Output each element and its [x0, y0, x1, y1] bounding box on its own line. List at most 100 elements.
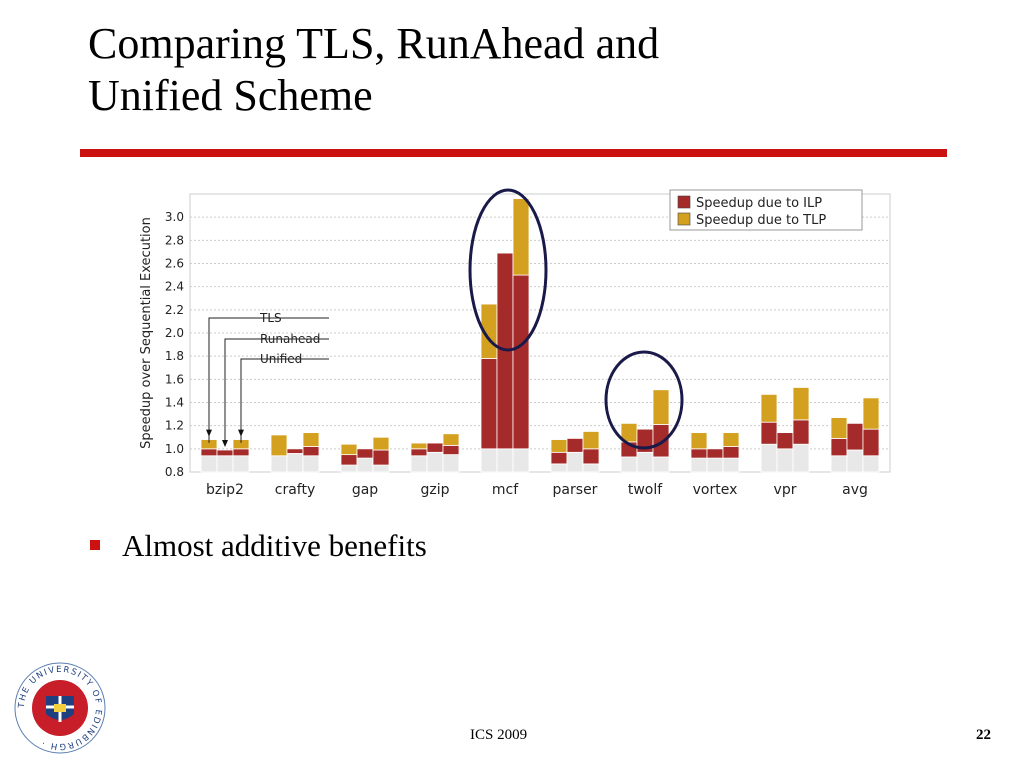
- bar-ilp: [216, 449, 234, 457]
- bar-tlp: [442, 433, 460, 446]
- y-tick-label: 1.0: [165, 442, 184, 456]
- footer-conference: ICS 2009: [470, 727, 528, 743]
- bar-ilp: [776, 432, 794, 450]
- x-tick-label: twolf: [628, 482, 663, 498]
- x-tick-label: gap: [352, 482, 378, 498]
- bar-ilp: [652, 424, 670, 458]
- bar-tlp: [582, 431, 600, 450]
- bar-base: [426, 451, 444, 473]
- x-tick-label: gzip: [420, 482, 449, 498]
- bar-label: Runahead: [260, 332, 320, 346]
- label-arrowhead: [206, 429, 212, 437]
- y-tick-label: 1.4: [165, 396, 184, 410]
- highlight-ellipse-twolf: [604, 350, 684, 450]
- bar-ilp: [340, 454, 358, 466]
- legend-swatch: [677, 195, 691, 209]
- bar-base: [232, 455, 250, 473]
- legend-swatch: [677, 212, 691, 226]
- bar-base: [216, 455, 234, 473]
- bar-ilp: [286, 448, 304, 454]
- highlight-ellipse-mcf: [468, 188, 548, 352]
- bar-base: [690, 457, 708, 473]
- bar-ilp: [792, 419, 810, 445]
- bar-ilp: [512, 274, 530, 450]
- bar-tlp: [652, 389, 670, 425]
- bar-tlp: [722, 432, 740, 447]
- bar-base: [286, 453, 304, 473]
- bar-label: Unified: [260, 352, 302, 366]
- bar-ilp: [722, 446, 740, 459]
- label-leader-line: [240, 358, 329, 443]
- title-line-1: Comparing TLS, RunAhead and: [88, 19, 660, 68]
- bar-base: [706, 457, 724, 473]
- bar-tlp: [270, 434, 288, 457]
- bullet-text: Almost additive benefits: [122, 528, 427, 563]
- y-tick-label: 2.0: [165, 326, 184, 340]
- bar-base: [480, 448, 498, 473]
- y-tick-label: 2.4: [165, 280, 184, 294]
- y-tick-label: 2.2: [165, 303, 184, 317]
- x-tick-label: vortex: [693, 482, 738, 498]
- y-tick-label: 2.8: [165, 233, 184, 247]
- university-logo: THE UNIVERSITY OF EDINBURGH ·: [12, 660, 108, 756]
- bar-tlp: [550, 439, 568, 453]
- bar-base: [302, 455, 320, 473]
- bar-tlp: [760, 393, 778, 423]
- y-tick-label: 1.8: [165, 349, 184, 363]
- bar-base: [846, 449, 864, 473]
- label-leader-line: [208, 317, 329, 443]
- y-tick-label: 1.6: [165, 372, 184, 386]
- bar-base: [496, 448, 514, 473]
- bar-base: [410, 455, 428, 473]
- bar-ilp: [550, 451, 568, 465]
- legend-label: Speedup due to TLP: [696, 213, 826, 228]
- bar-tlp: [862, 397, 880, 430]
- bar-base: [620, 456, 638, 473]
- bar-ilp: [862, 428, 880, 457]
- bar-ilp: [706, 448, 724, 459]
- x-tick-label: mcf: [492, 482, 519, 498]
- bar-base: [200, 455, 218, 473]
- bar-ilp: [566, 438, 584, 453]
- bar-tlp: [340, 443, 358, 456]
- x-tick-label: parser: [553, 482, 598, 498]
- bar-base: [652, 456, 670, 473]
- bar-base: [792, 443, 810, 473]
- y-tick-label: 3.0: [165, 210, 184, 224]
- bar-label: TLS: [259, 311, 282, 325]
- bar-ilp: [760, 421, 778, 445]
- label-leader-line: [224, 338, 329, 443]
- bar-ilp: [690, 448, 708, 459]
- x-tick-label: bzip2: [206, 482, 244, 498]
- speedup-chart: 0.8 1.0 1.2 1.4 1.6 1.8 2.0 2.2 2.4 2.6 2.8 3.0 Spee…: [130, 182, 910, 502]
- legend-label: Speedup due to ILP: [696, 196, 822, 211]
- bar-tlp: [690, 432, 708, 450]
- edinburgh-crest-icon: THE UNIVERSITY OF EDINBURGH ·: [14, 662, 106, 754]
- y-tick-label: 0.8: [165, 465, 184, 479]
- bar-base: [760, 443, 778, 473]
- title-line-2: Unified Scheme: [88, 71, 373, 120]
- bar-ilp: [410, 448, 428, 457]
- page-number: 22: [976, 727, 991, 743]
- bar-ilp: [302, 446, 320, 457]
- bar-tlp: [830, 417, 848, 439]
- bar-base: [776, 448, 794, 473]
- x-tick-label: vpr: [774, 482, 797, 498]
- bar-tlp: [302, 432, 320, 447]
- bar-base: [722, 457, 740, 473]
- bar-ilp: [426, 442, 444, 453]
- bar-tlp: [410, 442, 428, 450]
- bar-base: [862, 455, 880, 473]
- y-axis-label: Speedup over Sequential Execution: [139, 217, 154, 449]
- bar-base: [372, 464, 390, 473]
- bar-base: [582, 463, 600, 473]
- bullet-square-icon: [90, 539, 100, 550]
- bar-ilp: [480, 358, 498, 450]
- y-tick-label: 2.6: [165, 257, 184, 271]
- bar-tlp: [792, 387, 810, 421]
- bar-ilp: [830, 438, 848, 457]
- y-tick-label: 1.2: [165, 419, 184, 433]
- bar-base: [550, 463, 568, 473]
- bar-base: [512, 448, 530, 473]
- bar-ilp: [442, 444, 460, 456]
